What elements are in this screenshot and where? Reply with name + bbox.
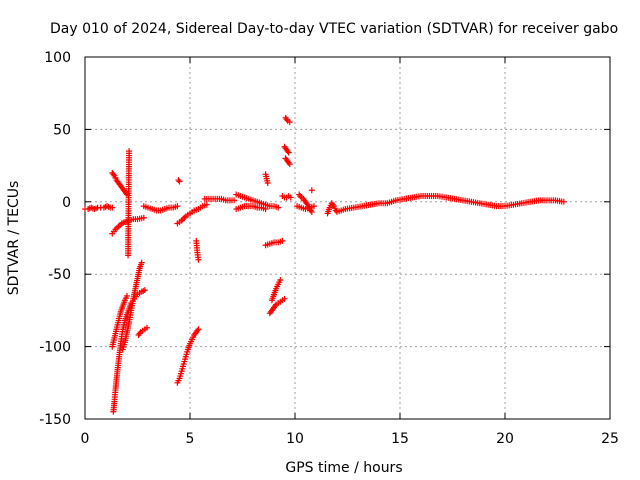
x-tick-label: 5 bbox=[186, 431, 195, 447]
data-point bbox=[279, 237, 286, 244]
y-tick-label: -150 bbox=[39, 412, 71, 428]
series-group bbox=[193, 237, 202, 263]
y-tick-label: -50 bbox=[48, 267, 71, 283]
chart-title: Day 010 of 2024, Sidereal Day-to-day VTE… bbox=[50, 21, 618, 37]
series-group bbox=[281, 143, 292, 156]
data-point bbox=[262, 206, 269, 213]
data-point bbox=[277, 276, 284, 283]
data-point bbox=[297, 193, 304, 200]
data-point bbox=[140, 214, 147, 221]
x-tick-label: 10 bbox=[286, 431, 304, 447]
data-point bbox=[141, 287, 148, 294]
series-group bbox=[119, 259, 145, 353]
x-tick-label: 25 bbox=[601, 431, 619, 447]
series-group bbox=[266, 295, 288, 317]
data-point bbox=[180, 216, 186, 223]
data-point bbox=[143, 324, 150, 331]
series-group bbox=[308, 187, 315, 194]
grid bbox=[85, 57, 610, 419]
data-point bbox=[124, 292, 130, 299]
series-group bbox=[324, 200, 339, 217]
data-point bbox=[126, 148, 133, 155]
y-tick-label: 100 bbox=[44, 50, 71, 66]
series-group bbox=[125, 148, 133, 259]
data-point bbox=[195, 326, 202, 333]
x-axis-label: GPS time / hours bbox=[285, 460, 402, 476]
series-group bbox=[233, 191, 282, 211]
data-point bbox=[560, 198, 567, 205]
series-group bbox=[279, 193, 294, 201]
data-point bbox=[175, 177, 182, 184]
data-point bbox=[195, 256, 202, 263]
series-group bbox=[82, 203, 116, 213]
x-tick-label: 0 bbox=[81, 431, 90, 447]
data-point bbox=[308, 187, 315, 194]
series-group bbox=[282, 155, 293, 168]
x-tick-label: 15 bbox=[391, 431, 409, 447]
series-group bbox=[140, 203, 181, 214]
plot-frame bbox=[84, 56, 611, 420]
series-group bbox=[262, 237, 286, 249]
series-group bbox=[135, 324, 150, 339]
data-point bbox=[287, 194, 294, 201]
series-group bbox=[233, 203, 269, 213]
data-point bbox=[264, 179, 271, 186]
series-group bbox=[268, 276, 284, 304]
data-point bbox=[281, 295, 288, 302]
data-point bbox=[310, 203, 317, 210]
series-group bbox=[334, 193, 567, 215]
data-point bbox=[286, 161, 293, 168]
y-tick-label: 50 bbox=[53, 122, 71, 138]
y-tick-label: 0 bbox=[62, 195, 71, 211]
data-point bbox=[275, 204, 282, 211]
series-group bbox=[174, 201, 210, 227]
series-group bbox=[294, 203, 317, 213]
x-tick-label: 20 bbox=[496, 431, 514, 447]
data-point bbox=[181, 214, 188, 221]
data-point bbox=[283, 116, 290, 123]
data-point bbox=[308, 208, 315, 215]
data-point bbox=[136, 330, 143, 337]
series-group bbox=[175, 177, 183, 185]
data-point bbox=[138, 259, 145, 266]
series-group bbox=[174, 326, 202, 386]
y-tick-label: -100 bbox=[39, 340, 71, 356]
data-point bbox=[176, 178, 183, 185]
data-point bbox=[231, 197, 238, 204]
data-point bbox=[203, 201, 210, 208]
data-point bbox=[174, 203, 181, 210]
data-point bbox=[286, 119, 293, 126]
data-points bbox=[82, 114, 567, 415]
series-group bbox=[262, 171, 271, 186]
series-group bbox=[282, 114, 293, 126]
y-axis-label: SDTVAR / TECUs bbox=[6, 181, 22, 296]
data-point bbox=[109, 204, 116, 211]
series-group bbox=[109, 292, 130, 350]
series-group bbox=[201, 195, 238, 204]
axis-ticks: 0 5 10 15 20 25 -150 -100 -50 0 50 100 bbox=[39, 50, 619, 447]
data-point bbox=[285, 149, 292, 156]
